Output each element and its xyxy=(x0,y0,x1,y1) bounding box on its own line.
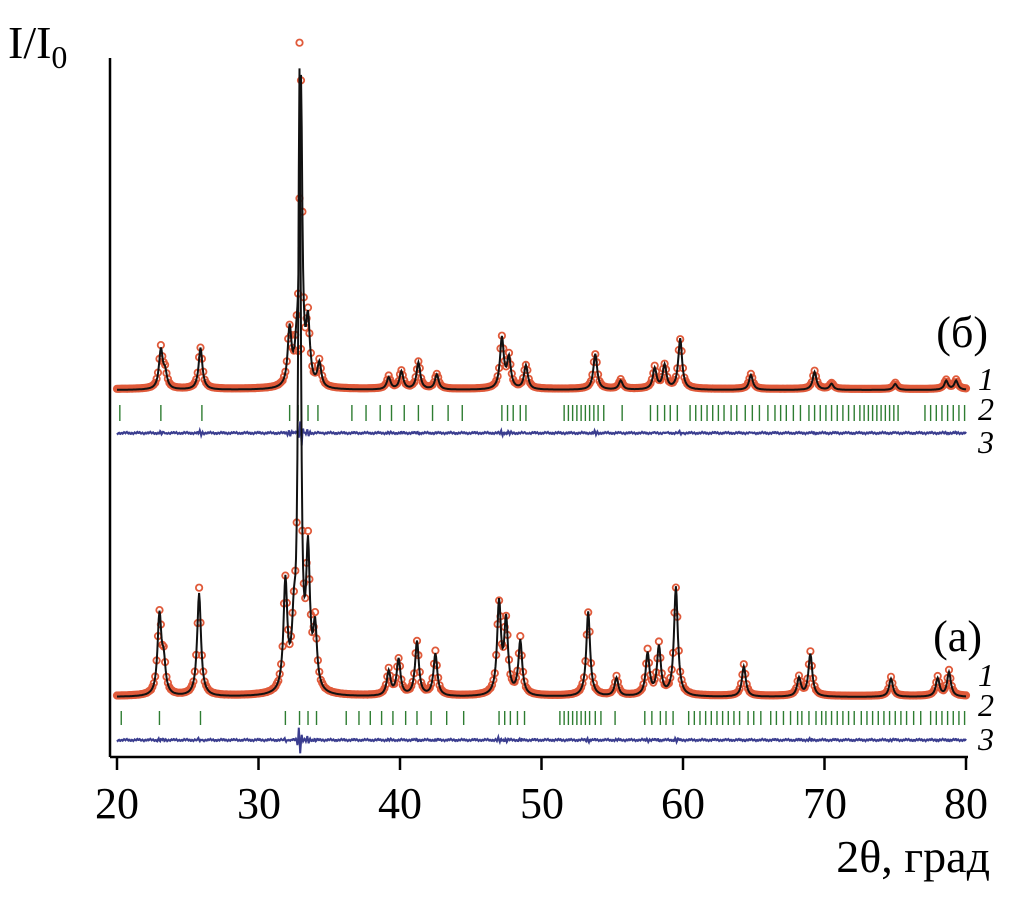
observed-point xyxy=(510,677,519,687)
observed-point xyxy=(303,526,313,536)
x-tick-label: 60 xyxy=(661,779,705,828)
panel-a xyxy=(112,38,971,754)
panel-b xyxy=(112,74,971,446)
curve-label-a-2: 2 xyxy=(978,687,994,723)
x-tick-label: 50 xyxy=(520,779,564,828)
observed-point xyxy=(646,379,655,388)
curve-label-b-2: 2 xyxy=(978,391,994,427)
y-axis-title-main: I/I xyxy=(8,17,51,68)
observed-point xyxy=(576,683,586,692)
observed-point xyxy=(151,378,160,387)
axes xyxy=(108,58,968,770)
y-axis-title: I/I0 xyxy=(8,17,67,75)
calculated-curve xyxy=(117,68,966,698)
difference-curve xyxy=(116,421,967,446)
difference-curve xyxy=(116,727,967,754)
observed-point xyxy=(195,583,204,592)
calculated-curve xyxy=(117,74,967,391)
observed-point xyxy=(295,38,304,47)
observed-point xyxy=(637,684,647,693)
observed-point xyxy=(278,376,287,385)
curve-label-b-1: 1 xyxy=(978,361,994,397)
x-axis-title: 2θ, град xyxy=(836,831,990,882)
x-tick-label: 70 xyxy=(803,779,847,828)
observed-point xyxy=(517,378,526,387)
x-tick-label: 20 xyxy=(95,779,139,828)
observed-point xyxy=(516,631,525,641)
y-axis-title-subscript: 0 xyxy=(51,39,67,75)
panel-label-b: (б) xyxy=(936,308,988,357)
curve-label-a-1: 1 xyxy=(978,657,994,693)
observed-point xyxy=(425,683,434,693)
observed-point xyxy=(310,607,320,617)
x-tick-label: 80 xyxy=(944,779,988,828)
observed-point xyxy=(410,378,419,387)
x-tick-label: 30 xyxy=(237,779,281,828)
panel-label-a: (а) xyxy=(933,612,982,661)
curve-label-a-3: 3 xyxy=(977,721,994,757)
observed-point xyxy=(303,303,313,312)
observed-point xyxy=(643,644,652,653)
curve-label-b-3: 3 xyxy=(977,424,994,460)
observed-point xyxy=(654,637,664,646)
x-tick-label: 40 xyxy=(378,779,422,828)
x-tick-labels: 20 30 40 50 60 70 80 xyxy=(95,779,988,828)
